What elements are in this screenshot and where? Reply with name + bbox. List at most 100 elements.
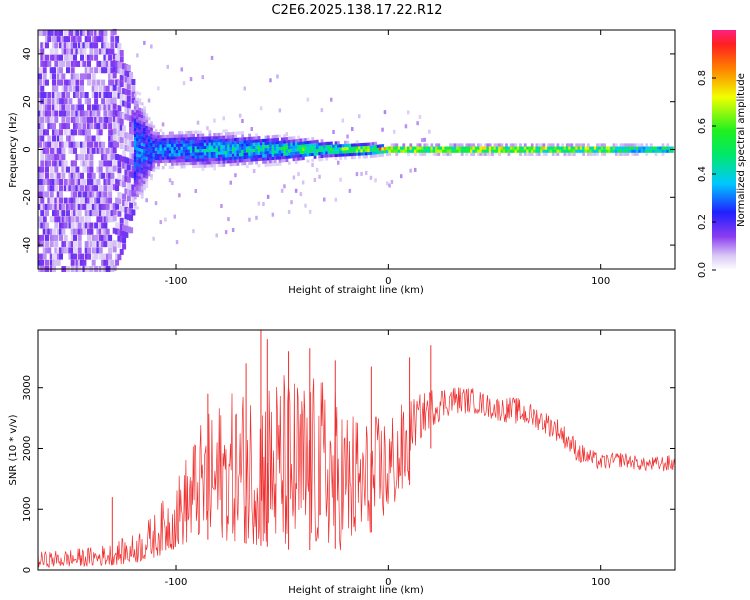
spectrogram-cell: [103, 259, 108, 266]
spectrogram-cell: [70, 210, 75, 217]
spectrogram-cell: [640, 143, 644, 147]
spectrogram-cell: [70, 203, 75, 210]
spectrogram-cell: [164, 134, 167, 139]
spectrogram-cell: [287, 136, 291, 140]
spectrogram-cell: [159, 135, 163, 139]
spectrogram-cell: [129, 158, 134, 165]
spectrogram-cell: [80, 104, 84, 111]
spectrogram-cell: [330, 144, 333, 148]
spectrogram-cell: [101, 222, 106, 229]
spectrogram-cell: [131, 116, 136, 123]
spectrogram-cell: [607, 149, 611, 153]
spectrogram-cell: [89, 185, 94, 192]
spectrogram-cell: [465, 146, 469, 150]
spectrogram-cell: [54, 197, 59, 204]
spectrogram-cell: [308, 140, 312, 144]
spectrogram-cell: [301, 156, 305, 161]
spectrogram-cell: [136, 122, 139, 126]
spectrogram-cell: [45, 179, 49, 185]
spectrogram-cell: [199, 158, 202, 162]
spectrogram-x-tick-label: 0: [385, 276, 391, 287]
figure-title: C2E6.2025.138.17.22.R12: [271, 3, 442, 18]
spectrogram-cell: [423, 152, 427, 156]
spectrogram-cell: [94, 234, 99, 241]
spectrogram-cell: [222, 138, 226, 142]
spectrogram-cell: [126, 207, 131, 214]
spectrogram-cell: [222, 157, 226, 161]
spectrogram-cell: [122, 88, 127, 95]
spectrogram-cell: [245, 152, 249, 156]
spectrogram-cell: [112, 209, 117, 216]
spectrogram-cell: [308, 146, 312, 150]
spectrogram-cell: [192, 130, 195, 134]
spectrogram-cell: [66, 67, 70, 74]
spectrogram-cell: [73, 92, 77, 98]
spectrogram-cell: [437, 149, 441, 153]
spectrogram-cell: [290, 148, 294, 153]
spectrogram-cell: [229, 160, 233, 164]
spectrogram-cell: [320, 145, 324, 149]
spectrogram-cell: [276, 147, 279, 151]
spectrogram-cell: [449, 146, 452, 150]
spectrogram-cell: [164, 138, 167, 142]
spectrogram-cell: [133, 143, 137, 147]
spectrogram-cell: [332, 147, 336, 151]
spectrogram-cell: [294, 154, 298, 158]
spectrogram-cell: [603, 152, 606, 156]
spectrogram-cell: [40, 172, 45, 179]
spectrogram-cell: [122, 193, 127, 200]
spectrogram-cell: [45, 210, 49, 217]
spectrogram-cell: [173, 153, 177, 157]
spectrogram-cell: [283, 134, 286, 138]
spectrogram-cell: [278, 140, 282, 144]
spectrogram-cell: [358, 114, 361, 119]
spectrogram-cell: [565, 152, 569, 156]
spectrogram-cell: [353, 143, 357, 147]
spectrogram-cell: [257, 154, 261, 158]
spectrogram-cell: [145, 144, 149, 148]
spectrogram-cell: [178, 153, 181, 157]
spectrogram-cell: [250, 146, 254, 150]
spectrogram-cell: [157, 160, 160, 164]
spectrogram-cell: [140, 145, 144, 149]
spectrogram-cell: [339, 177, 342, 182]
spectrogram-cell: [238, 150, 242, 154]
spectrogram-cell: [294, 142, 298, 146]
spectrogram-cell: [80, 129, 84, 136]
spectrogram-cell: [133, 149, 137, 153]
spectrogram-cell: [400, 149, 403, 153]
spectrogram-cell: [161, 166, 165, 170]
spectrogram-cell: [339, 144, 343, 148]
spectrogram-cell: [108, 110, 113, 117]
spectrogram-cell: [292, 142, 296, 146]
spectrogram-cell: [334, 144, 338, 148]
spectrogram-cell: [84, 185, 89, 192]
spectrogram-cell: [341, 147, 345, 151]
spectrogram-cell: [133, 177, 137, 181]
spectrogram-cell: [108, 185, 113, 192]
spectrogram-cell: [315, 152, 319, 156]
spectrogram-cell: [56, 147, 61, 154]
spectrogram-cell: [75, 228, 80, 235]
spectrogram-cell: [38, 191, 42, 198]
spectrogram-cell: [435, 143, 438, 147]
spectrogram-cell: [196, 161, 200, 165]
spectrogram-cell: [133, 140, 137, 144]
spectrogram-cell: [75, 29, 80, 36]
spectrogram-cell: [40, 234, 45, 241]
spectrogram-cell: [189, 143, 193, 147]
spectrogram-cell: [138, 151, 142, 155]
spectrogram-cell: [290, 145, 294, 149]
spectrogram-cell: [479, 152, 483, 156]
spectrogram-cell: [145, 119, 149, 123]
spectrogram-cell: [222, 129, 226, 133]
spectrogram-cell: [206, 151, 209, 156]
spectrogram-cell: [105, 166, 110, 173]
spectrogram-cell: [124, 207, 129, 213]
spectrogram-cell: [89, 54, 94, 61]
spectrogram-cell: [75, 203, 80, 210]
spectrogram-cell: [182, 159, 186, 163]
spectrogram-cell: [124, 138, 129, 145]
spectrogram-cell: [304, 141, 308, 145]
spectrogram-cell: [108, 172, 113, 179]
